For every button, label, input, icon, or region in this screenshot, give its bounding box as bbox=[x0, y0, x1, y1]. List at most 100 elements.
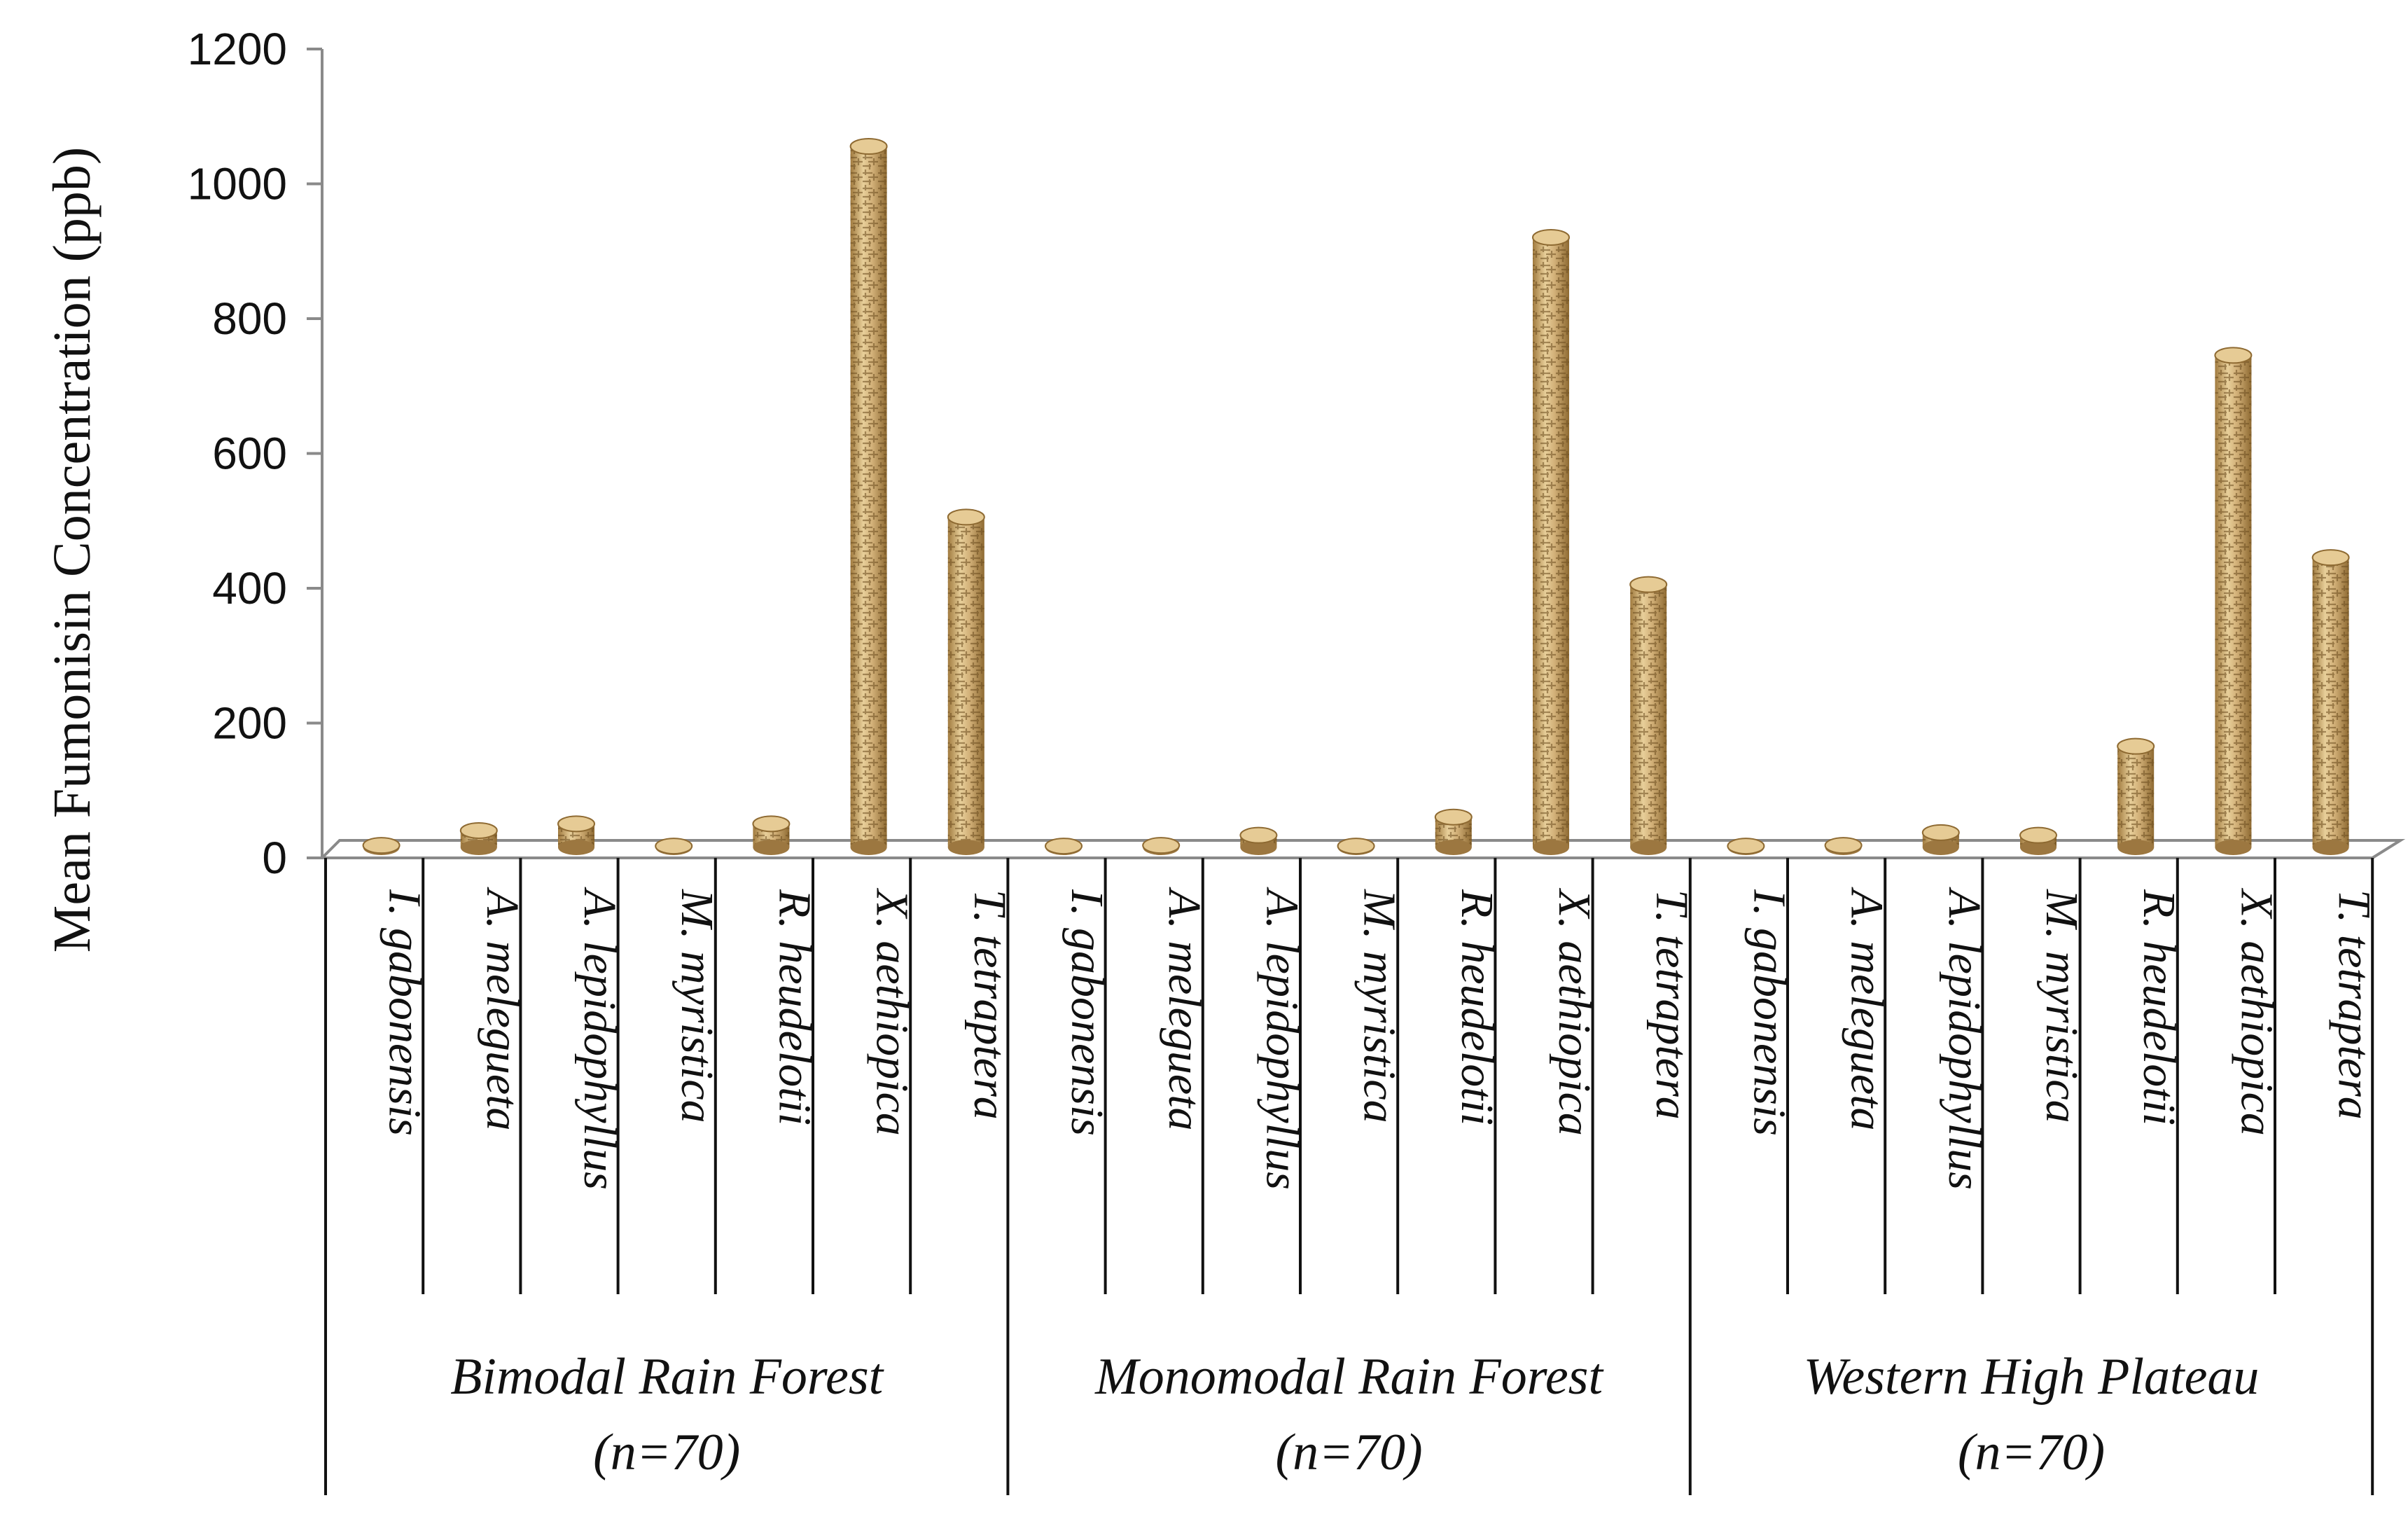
bar-top bbox=[849, 138, 888, 155]
group-label: Monomodal Rain Forest bbox=[1094, 1348, 1604, 1406]
bar-texture bbox=[2312, 557, 2349, 847]
y-tick-label: 1000 bbox=[188, 159, 287, 209]
category-label: R. heudelotii bbox=[1452, 889, 1503, 1125]
bar bbox=[557, 815, 595, 855]
category-label: I. gabonensis bbox=[1744, 889, 1795, 1136]
bar bbox=[2311, 549, 2350, 855]
bar bbox=[947, 508, 985, 855]
bar bbox=[1921, 824, 1960, 855]
y-tick-label: 200 bbox=[212, 698, 287, 749]
bar-top bbox=[1824, 837, 1863, 854]
bar bbox=[1434, 808, 1473, 855]
bar-bottom bbox=[460, 840, 497, 855]
category-label: T. tetraptera bbox=[1646, 889, 1697, 1120]
bar-top bbox=[2214, 347, 2253, 364]
bar-texture bbox=[947, 517, 984, 847]
bar bbox=[459, 821, 498, 855]
category-label: M. myristica bbox=[1354, 889, 1405, 1123]
category-label: I. gabonensis bbox=[1062, 889, 1113, 1136]
bar-top bbox=[947, 508, 985, 526]
group-label: Western High Plateau bbox=[1804, 1348, 2260, 1406]
y-tick-label: 800 bbox=[212, 293, 287, 344]
bar-top bbox=[752, 815, 791, 833]
group-n-label: (n=70) bbox=[1958, 1424, 2105, 1481]
bar bbox=[362, 837, 401, 855]
bar-bottom bbox=[558, 840, 594, 855]
bar-top bbox=[557, 815, 595, 833]
category-label: A. lepidophyllus bbox=[574, 887, 625, 1190]
bar bbox=[1824, 837, 1863, 855]
bar-top bbox=[2117, 737, 2155, 755]
bars bbox=[362, 138, 2350, 855]
bar-bottom bbox=[753, 840, 790, 855]
category-label: A. melegueta bbox=[477, 887, 528, 1131]
bar-bottom bbox=[1630, 840, 1667, 855]
y-tick-label: 600 bbox=[212, 429, 287, 479]
category-label: M. myristica bbox=[2036, 889, 2087, 1123]
bar bbox=[849, 138, 888, 855]
category-label: M. myristica bbox=[671, 889, 723, 1123]
category-label: X. aethiopica bbox=[2231, 887, 2282, 1136]
category-label: A. lepidophyllus bbox=[1939, 887, 1990, 1190]
category-label: X. aethiopica bbox=[1549, 887, 1600, 1136]
category-label: A. lepidophyllus bbox=[1256, 887, 1307, 1190]
bar-bottom bbox=[1435, 840, 1472, 855]
bar-bottom bbox=[1240, 840, 1277, 855]
bar-bottom bbox=[1922, 840, 1959, 855]
bar-top bbox=[1434, 808, 1473, 826]
bar-bottom bbox=[2117, 840, 2155, 855]
y-tick-label: 0 bbox=[262, 833, 287, 883]
bar bbox=[1239, 826, 1278, 855]
category-label: T. tetraptera bbox=[2329, 889, 2380, 1120]
bar-texture bbox=[2117, 746, 2155, 847]
group-n-label: (n=70) bbox=[1275, 1424, 1422, 1481]
bar-bottom bbox=[850, 840, 887, 855]
bar bbox=[1337, 838, 1375, 855]
bar bbox=[2019, 826, 2057, 855]
bar-top bbox=[2311, 549, 2350, 567]
group-n-label: (n=70) bbox=[593, 1424, 740, 1481]
bar-top bbox=[1045, 838, 1083, 855]
bar bbox=[1629, 576, 1668, 855]
bar-texture bbox=[2215, 355, 2252, 847]
bar-top bbox=[1921, 824, 1960, 841]
bar bbox=[2214, 347, 2253, 855]
bar-top bbox=[2019, 826, 2057, 844]
bar-top bbox=[1337, 838, 1375, 855]
bar-top bbox=[1532, 228, 1570, 246]
bar bbox=[1727, 838, 1765, 855]
bar-bottom bbox=[2020, 840, 2056, 855]
category-labels: I. gabonensis A. melegueta A. lepidophyllu… bbox=[380, 887, 2380, 1481]
category-label: X. aethiopica bbox=[867, 887, 918, 1136]
category-label: A. melegueta bbox=[1842, 887, 1893, 1131]
category-label: R. heudelotii bbox=[769, 889, 820, 1125]
bar-texture bbox=[1630, 584, 1667, 847]
category-label: T. tetraptera bbox=[964, 889, 1015, 1120]
bar-bottom bbox=[2312, 840, 2349, 855]
bar-top bbox=[655, 838, 693, 855]
y-tick-label: 1200 bbox=[188, 24, 287, 74]
bar bbox=[655, 838, 693, 855]
bar-top bbox=[1142, 837, 1181, 854]
bar-texture bbox=[1533, 237, 1569, 847]
bar-top bbox=[1239, 826, 1278, 844]
bar bbox=[1532, 228, 1570, 855]
bar-bottom bbox=[2215, 840, 2252, 855]
bar bbox=[1142, 837, 1181, 855]
bar-top bbox=[459, 821, 498, 839]
y-axis-label: Mean Fumonisin Concentration (ppb) bbox=[43, 147, 102, 952]
category-label: I. gabonensis bbox=[380, 889, 431, 1136]
y-tick-label: 400 bbox=[212, 563, 287, 613]
category-label: R. heudelotii bbox=[2134, 889, 2185, 1125]
category-label: A. melegueta bbox=[1159, 887, 1210, 1131]
bar-top bbox=[362, 837, 401, 854]
bar-texture bbox=[850, 146, 887, 847]
bar bbox=[1045, 838, 1083, 855]
bar-bottom bbox=[1533, 840, 1569, 855]
group-label: Bimodal Rain Forest bbox=[450, 1348, 884, 1406]
bar bbox=[2117, 737, 2155, 855]
bar-top bbox=[1629, 576, 1668, 593]
bar-bottom bbox=[947, 840, 984, 855]
bar-top bbox=[1727, 838, 1765, 855]
